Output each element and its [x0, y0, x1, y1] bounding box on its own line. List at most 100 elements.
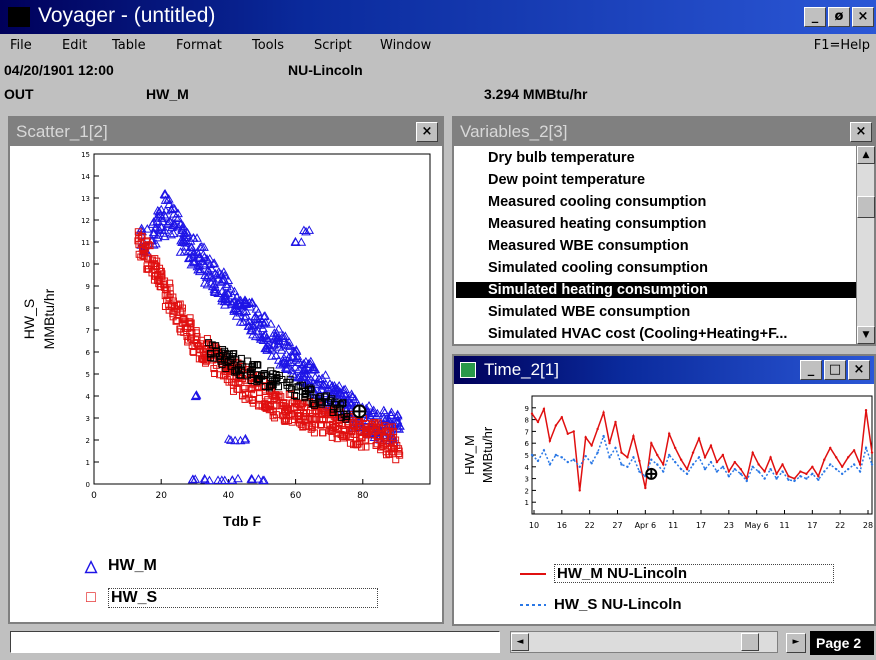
scatter-panel[interactable]: Scatter_1[2] × 0 1 2 3 4 5 6 7 8 9 10 11 12 13 14 15 0 20… [8, 116, 444, 624]
hw-m-point [160, 190, 170, 199]
variables-close-button[interactable]: × [850, 122, 872, 142]
status-mode: OUT [4, 86, 34, 102]
menu-script[interactable]: Script [314, 38, 352, 53]
hw-m-point [656, 453, 659, 457]
hw-m-point [250, 331, 261, 341]
hw-s-point [357, 443, 365, 451]
hw-m-point [614, 420, 617, 424]
app-icon[interactable] [8, 7, 30, 27]
hw-s-point [840, 472, 844, 476]
scroll-thumb[interactable] [857, 196, 875, 218]
hw-s-point [763, 477, 766, 480]
variables-scrollbar[interactable]: ▲ ▼ [856, 146, 875, 344]
hw-m-point [213, 475, 223, 484]
time-legend-item-hw-s[interactable]: HW_S NU-Lincoln [520, 596, 682, 613]
hw-m-point [314, 374, 325, 383]
menu-tools[interactable]: Tools [252, 38, 285, 53]
hw-m-point [392, 415, 403, 425]
menu-file[interactable]: File [10, 38, 32, 53]
scroll-up-icon[interactable]: ▲ [857, 146, 875, 164]
variables-panel[interactable]: Variables_2[3] × Dry bulb temperature Dew… [452, 116, 876, 346]
hw-m-point [173, 213, 184, 222]
overlap-point [292, 392, 300, 400]
scatter-close-button[interactable]: × [416, 122, 438, 142]
hw-s-point [596, 451, 599, 454]
hw-m-point [247, 297, 257, 306]
hw-m-point [566, 432, 569, 435]
variables-title-bar[interactable]: Variables_2[3] × [454, 118, 874, 146]
command-field[interactable] [10, 631, 500, 653]
scatter-legend-item-hw-m[interactable]: △ HW_M [74, 556, 157, 576]
hw-m-point [685, 467, 689, 471]
hw-s-point [679, 467, 683, 471]
hw-m-point [323, 383, 333, 393]
hw-m-point [384, 414, 394, 424]
hw-m-point [217, 295, 228, 305]
scroll-thumb-horizontal[interactable] [741, 633, 759, 651]
x-tick-label: 27 [612, 521, 622, 530]
hw-s-point [614, 446, 617, 450]
overlap-point [332, 400, 340, 408]
variable-item[interactable]: Dew point temperature [488, 172, 646, 188]
menu-edit[interactable]: Edit [62, 38, 88, 53]
hw-m-point [166, 204, 177, 214]
time-close-button[interactable]: × [848, 360, 870, 380]
x-tick-label: 11 [779, 521, 789, 530]
hw-m-point [542, 407, 546, 411]
hw-m-point [181, 230, 192, 239]
hw-s-point [291, 412, 299, 420]
minimize-button[interactable]: _ [804, 7, 826, 27]
variable-item[interactable]: Measured cooling consumption [488, 194, 707, 210]
variable-item[interactable]: Measured heating consumption [488, 216, 707, 232]
variable-item[interactable]: Simulated WBE consumption [488, 304, 691, 320]
scroll-right-icon[interactable]: ► [786, 633, 806, 653]
hw-m-point [148, 229, 159, 238]
menu-format[interactable]: Format [176, 38, 222, 53]
variable-item[interactable]: Dry bulb temperature [488, 150, 635, 166]
hw-s-point [306, 414, 314, 422]
y-tick-label: 8 [86, 305, 90, 313]
hw-s-point [817, 478, 820, 481]
time-minimize-button[interactable]: _ [800, 360, 822, 380]
hw-s-point [530, 453, 534, 457]
y-tick-label: 2 [86, 437, 90, 445]
variable-item[interactable]: Simulated HVAC cost (Cooling+Heating+F..… [488, 326, 788, 342]
scatter-title-bar[interactable]: Scatter_1[2] × [10, 118, 442, 146]
hw-m-point [226, 299, 237, 308]
hw-m-point [210, 282, 220, 292]
overlap-point [236, 361, 244, 369]
menu-help[interactable]: F1=Help [813, 38, 870, 53]
hw-m-point [235, 317, 246, 326]
hw-s-point [362, 443, 370, 451]
overlap-point [318, 400, 326, 408]
scroll-left-icon[interactable]: ◄ [511, 633, 529, 651]
menu-window[interactable]: Window [380, 38, 432, 53]
title-bar[interactable]: Voyager - (untitled) _ ø × [0, 0, 876, 34]
scroll-down-icon[interactable]: ▼ [857, 326, 875, 344]
hw-m-point [153, 224, 164, 233]
hw-s-point [733, 467, 737, 471]
time-legend-item-hw-m[interactable]: HW_M NU-Lincoln [520, 564, 834, 583]
time-maximize-button[interactable]: □ [824, 360, 846, 380]
hw-m-point [151, 238, 161, 248]
time-title-bar[interactable]: Time_2[1] _ □ × [454, 356, 874, 384]
hw-m-point [284, 341, 295, 350]
page-scrollbar[interactable]: ◄ [510, 631, 778, 653]
time-panel[interactable]: Time_2[1] _ □ × 1 2 3 4 5 6 7 8 9 10 16 22 27 Apr 6 11… [452, 354, 876, 626]
restore-button[interactable]: ø [828, 7, 850, 27]
variable-item[interactable]: Simulated cooling consumption [488, 260, 708, 276]
scatter-legend-item-hw-s[interactable]: □ HW_S [74, 588, 378, 608]
menu-table[interactable]: Table [112, 38, 146, 53]
page-indicator[interactable]: Page 2 [810, 631, 874, 655]
variable-item[interactable]: Simulated heating consumption [456, 282, 856, 298]
variable-item[interactable]: Measured WBE consumption [488, 238, 689, 254]
hw-m-point [386, 407, 397, 416]
hw-m-point [260, 329, 271, 339]
close-button[interactable]: × [852, 7, 874, 27]
hw-s-point [632, 456, 635, 459]
hw-m-point [269, 328, 280, 337]
hw-m-point [222, 281, 232, 291]
hw-s-point [265, 401, 273, 409]
